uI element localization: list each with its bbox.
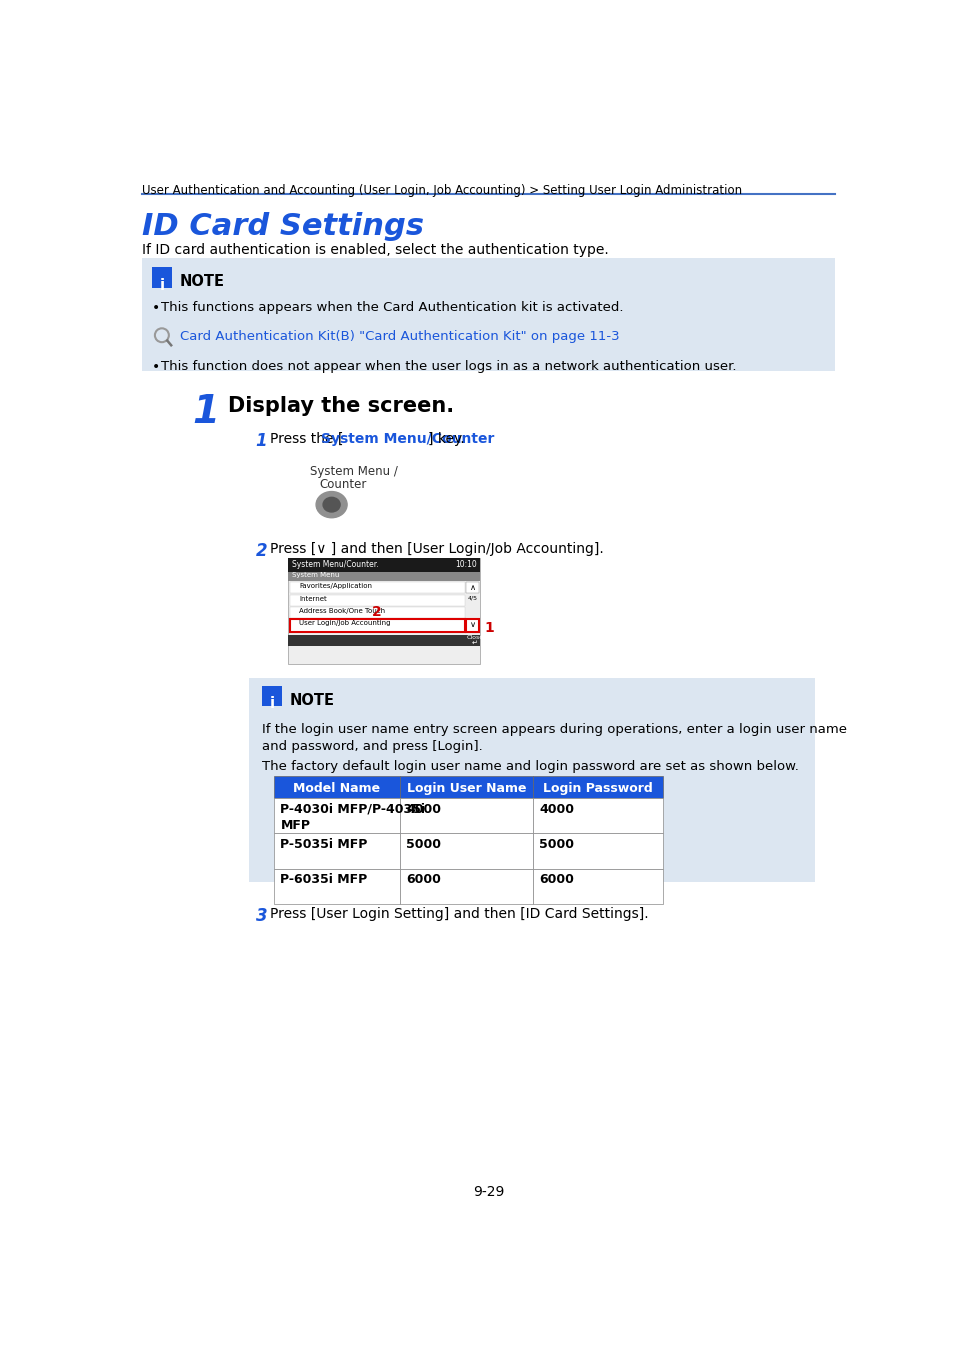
FancyBboxPatch shape xyxy=(290,608,464,618)
Text: 6000: 6000 xyxy=(538,873,574,887)
FancyBboxPatch shape xyxy=(465,620,478,632)
Text: P-6035i MFP: P-6035i MFP xyxy=(280,873,367,887)
Text: Press [User Login Setting] and then [ID Card Settings].: Press [User Login Setting] and then [ID … xyxy=(270,907,647,921)
Text: Model Name: Model Name xyxy=(294,782,380,795)
Text: Press [∨ ] and then [User Login/Job Accounting].: Press [∨ ] and then [User Login/Job Acco… xyxy=(270,541,602,556)
FancyBboxPatch shape xyxy=(288,634,480,645)
Text: 4/5: 4/5 xyxy=(467,595,477,601)
Ellipse shape xyxy=(315,491,347,518)
FancyBboxPatch shape xyxy=(290,595,464,606)
Text: ∨: ∨ xyxy=(469,620,476,629)
Text: 2: 2 xyxy=(255,541,267,560)
Text: 2: 2 xyxy=(372,605,381,618)
Text: 6000: 6000 xyxy=(406,873,440,887)
FancyBboxPatch shape xyxy=(399,833,533,869)
FancyBboxPatch shape xyxy=(399,776,533,798)
FancyBboxPatch shape xyxy=(465,582,478,593)
Text: System Menu: System Menu xyxy=(292,572,339,578)
Text: 4000: 4000 xyxy=(406,803,440,815)
Text: 5000: 5000 xyxy=(538,838,574,850)
Text: 1: 1 xyxy=(193,393,219,431)
Text: i: i xyxy=(269,695,274,710)
FancyBboxPatch shape xyxy=(290,582,464,593)
FancyBboxPatch shape xyxy=(249,678,815,882)
Text: The factory default login user name and login password are set as shown below.: The factory default login user name and … xyxy=(261,760,798,772)
Text: This function does not appear when the user logs in as a network authentication : This function does not appear when the u… xyxy=(161,360,736,373)
FancyBboxPatch shape xyxy=(274,798,399,833)
Text: ∧: ∧ xyxy=(469,583,476,593)
Text: Login Password: Login Password xyxy=(543,782,653,795)
Text: User Login/Job Accounting: User Login/Job Accounting xyxy=(298,620,390,626)
Text: 3: 3 xyxy=(255,907,267,925)
Text: i: i xyxy=(159,278,164,293)
Text: This functions appears when the Card Authentication kit is activated.: This functions appears when the Card Aut… xyxy=(161,301,623,313)
FancyBboxPatch shape xyxy=(274,869,399,904)
FancyBboxPatch shape xyxy=(533,869,662,904)
Text: Counter: Counter xyxy=(319,478,366,490)
Text: 1: 1 xyxy=(484,621,494,634)
Text: Login User Name: Login User Name xyxy=(406,782,526,795)
Text: System Menu/Counter: System Menu/Counter xyxy=(320,432,494,446)
Text: Display the screen.: Display the screen. xyxy=(228,396,454,416)
Text: 10:10: 10:10 xyxy=(455,560,476,570)
Ellipse shape xyxy=(323,497,340,512)
Text: Close: Close xyxy=(466,634,483,640)
Text: System Menu /: System Menu / xyxy=(310,466,397,478)
Text: 4000: 4000 xyxy=(538,803,574,815)
Text: •: • xyxy=(152,360,160,374)
FancyBboxPatch shape xyxy=(142,258,835,371)
Text: 1: 1 xyxy=(255,432,267,450)
Text: 9-29: 9-29 xyxy=(473,1184,504,1199)
Text: Favorites/Application: Favorites/Application xyxy=(298,583,372,589)
FancyBboxPatch shape xyxy=(288,558,480,664)
FancyBboxPatch shape xyxy=(533,776,662,798)
Text: Card Authentication Kit(B) "Card Authentication Kit" on page 11-3: Card Authentication Kit(B) "Card Authent… xyxy=(179,329,618,343)
FancyBboxPatch shape xyxy=(152,267,172,288)
FancyBboxPatch shape xyxy=(274,833,399,869)
FancyBboxPatch shape xyxy=(533,798,662,833)
FancyBboxPatch shape xyxy=(274,776,399,798)
Text: Address Book/One Touch: Address Book/One Touch xyxy=(298,608,385,614)
Text: If ID card authentication is enabled, select the authentication type.: If ID card authentication is enabled, se… xyxy=(142,243,609,256)
Text: 5000: 5000 xyxy=(406,838,440,850)
Text: •: • xyxy=(152,301,160,315)
Text: P-4030i MFP/P-4035i
MFP: P-4030i MFP/P-4035i MFP xyxy=(280,803,425,832)
Text: ↵: ↵ xyxy=(471,640,476,647)
FancyBboxPatch shape xyxy=(288,558,480,571)
Text: Press the [: Press the [ xyxy=(270,432,343,446)
Text: ID Card Settings: ID Card Settings xyxy=(142,212,424,242)
Text: NOTE: NOTE xyxy=(290,694,335,709)
Text: If the login user name entry screen appears during operations, enter a login use: If the login user name entry screen appe… xyxy=(261,722,846,752)
Text: ] key.: ] key. xyxy=(427,432,464,446)
FancyBboxPatch shape xyxy=(399,869,533,904)
Text: Internet: Internet xyxy=(298,595,327,602)
FancyBboxPatch shape xyxy=(290,620,464,632)
Text: User Authentication and Accounting (User Login, Job Accounting) > Setting User L: User Authentication and Accounting (User… xyxy=(142,184,741,197)
FancyBboxPatch shape xyxy=(288,571,480,580)
FancyBboxPatch shape xyxy=(533,833,662,869)
FancyBboxPatch shape xyxy=(261,686,282,706)
Text: System Menu/Counter.: System Menu/Counter. xyxy=(292,560,378,570)
Text: P-5035i MFP: P-5035i MFP xyxy=(280,838,368,850)
FancyBboxPatch shape xyxy=(399,798,533,833)
Text: NOTE: NOTE xyxy=(179,274,225,289)
